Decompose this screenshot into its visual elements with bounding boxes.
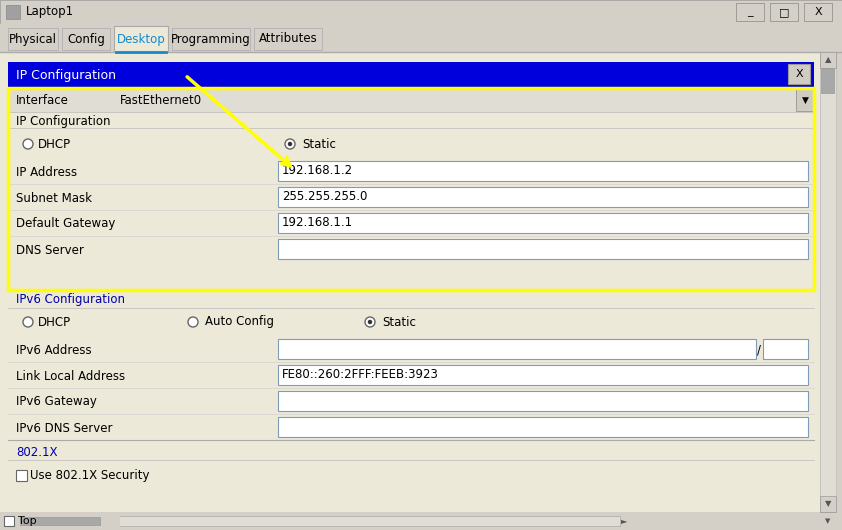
Bar — [770, 3, 798, 21]
Bar — [0, 512, 820, 530]
Bar — [20, 516, 620, 526]
Text: IPv6 Gateway: IPv6 Gateway — [16, 395, 97, 409]
Bar — [278, 213, 808, 233]
Circle shape — [23, 139, 33, 149]
Bar — [278, 417, 808, 437]
Text: Auto Config: Auto Config — [205, 315, 274, 329]
Bar — [278, 239, 808, 259]
Bar — [0, 514, 120, 528]
Bar — [8, 88, 814, 112]
Bar — [20, 517, 100, 525]
Bar — [62, 28, 110, 50]
Text: ▼: ▼ — [825, 518, 831, 524]
Text: ▲: ▲ — [825, 56, 831, 65]
Text: 192.168.1.2: 192.168.1.2 — [282, 164, 353, 178]
Text: Programming: Programming — [171, 32, 251, 46]
Bar — [114, 26, 168, 52]
Text: Physical: Physical — [9, 32, 57, 46]
Text: Attributes: Attributes — [258, 32, 317, 46]
Text: ▼: ▼ — [802, 95, 808, 104]
Text: Default Gateway: Default Gateway — [16, 217, 115, 231]
Text: ►: ► — [621, 517, 627, 526]
Bar — [804, 3, 832, 21]
Text: IP Address: IP Address — [16, 165, 77, 179]
Circle shape — [188, 317, 198, 327]
Text: IPv6 Configuration: IPv6 Configuration — [16, 294, 125, 306]
Text: DNS Server: DNS Server — [16, 243, 84, 257]
Bar — [763, 339, 808, 359]
Text: Static: Static — [302, 137, 336, 151]
Circle shape — [23, 317, 33, 327]
Bar — [0, 512, 842, 530]
Text: Config: Config — [67, 32, 105, 46]
Text: X: X — [795, 69, 802, 79]
Bar — [278, 161, 808, 181]
Circle shape — [368, 320, 372, 324]
Text: IPv6 Address: IPv6 Address — [16, 343, 92, 357]
Bar — [8, 62, 814, 88]
Text: DHCP: DHCP — [38, 137, 71, 151]
Text: IP Configuration: IP Configuration — [16, 68, 116, 82]
Text: DHCP: DHCP — [38, 315, 71, 329]
Bar — [254, 28, 322, 50]
Bar — [736, 3, 764, 21]
Text: 255.255.255.0: 255.255.255.0 — [282, 190, 367, 204]
Text: 802.1X: 802.1X — [16, 446, 57, 458]
Text: Desktop: Desktop — [117, 32, 165, 46]
Text: ▼: ▼ — [825, 499, 831, 508]
Bar — [8, 88, 814, 290]
Bar — [836, 512, 842, 530]
Circle shape — [365, 317, 375, 327]
Text: Link Local Address: Link Local Address — [16, 369, 125, 383]
Bar — [278, 187, 808, 207]
Text: Top: Top — [18, 516, 36, 526]
Bar — [8, 28, 58, 50]
Text: Static: Static — [382, 315, 416, 329]
Text: ◄: ◄ — [7, 517, 13, 526]
Bar — [820, 496, 836, 512]
Text: 192.168.1.1: 192.168.1.1 — [282, 216, 353, 229]
Text: Subnet Mask: Subnet Mask — [16, 191, 92, 205]
Bar — [278, 365, 808, 385]
Bar — [821, 68, 834, 93]
Text: X: X — [814, 7, 822, 17]
Text: FE80::260:2FFF:FEEB:3923: FE80::260:2FFF:FEEB:3923 — [282, 368, 439, 382]
Text: IPv6 DNS Server: IPv6 DNS Server — [16, 421, 113, 435]
Bar — [820, 52, 836, 68]
Text: Interface: Interface — [16, 93, 69, 107]
Circle shape — [288, 142, 292, 146]
Bar — [0, 0, 842, 24]
Text: Use 802.1X Security: Use 802.1X Security — [30, 469, 150, 481]
Text: /: / — [757, 343, 761, 357]
Text: FastEthernet0: FastEthernet0 — [120, 93, 202, 107]
Bar — [788, 64, 810, 84]
Circle shape — [285, 139, 295, 149]
Text: Laptop1: Laptop1 — [26, 5, 74, 19]
Bar — [4, 516, 14, 526]
Text: □: □ — [779, 7, 789, 17]
Bar — [16, 470, 27, 481]
Text: IP Configuration: IP Configuration — [16, 116, 110, 128]
Bar — [278, 391, 808, 411]
Bar — [796, 89, 814, 111]
Bar — [172, 28, 250, 50]
Bar — [6, 5, 20, 19]
Bar — [0, 24, 842, 52]
Text: _: _ — [747, 7, 753, 17]
Bar — [278, 339, 756, 359]
Bar — [820, 52, 836, 512]
